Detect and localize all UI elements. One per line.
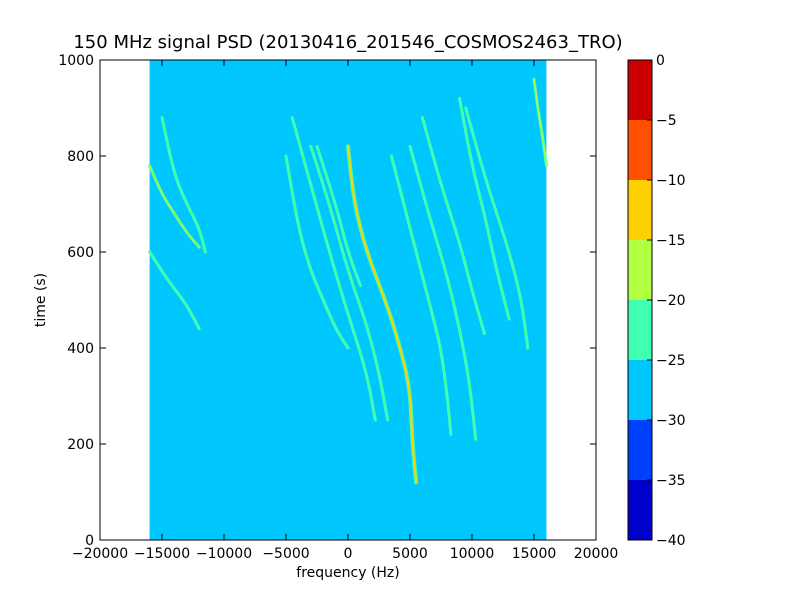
y-tick-label: 400: [67, 341, 94, 357]
colorbar: −40 −35 −30 −25 −20 −15 −10 −5 0: [627, 53, 686, 549]
signal-trace: [291, 116, 377, 421]
signal-trace: [161, 116, 207, 253]
colorbar-tick-label: −5: [656, 113, 677, 129]
x-tick-label: 5000: [392, 546, 428, 562]
signal-trace: [458, 97, 510, 320]
signal-trace: [409, 145, 477, 440]
x-axis-label: frequency (Hz): [296, 565, 399, 581]
x-tick-label: −15000: [134, 546, 190, 562]
signal-trace: [465, 107, 529, 349]
x-tick-label: −5000: [262, 546, 309, 562]
colorbar-segment: [628, 240, 652, 300]
y-tick-label: 1000: [58, 53, 94, 69]
signal-trace: [285, 155, 349, 349]
chart-title: 150 MHz signal PSD (20130416_201546_COSM…: [73, 32, 622, 53]
signal-trace: [310, 145, 389, 421]
y-axis-label: time (s): [33, 273, 49, 327]
x-tick-label: 10000: [450, 546, 495, 562]
colorbar-segment: [628, 120, 652, 180]
colorbar-tick-label: −30: [656, 413, 686, 429]
x-tick-label: 20000: [574, 546, 619, 562]
colorbar-segment: [628, 60, 652, 120]
signal-trace: [148, 164, 200, 248]
colorbar-segment: [628, 300, 652, 360]
y-tick-label: 600: [67, 245, 94, 261]
psd-background: [149, 60, 547, 540]
signal-trace: [148, 251, 200, 330]
colorbar-segment: [628, 420, 652, 480]
y-tick-label: 800: [67, 149, 94, 165]
y-tick-label: 0: [85, 533, 94, 549]
colorbar-tick-label: −40: [656, 533, 686, 549]
signal-trace: [316, 145, 362, 287]
colorbar-tick-label: 0: [656, 53, 665, 69]
signal-traces: [148, 77, 548, 485]
y-tick-label: 200: [67, 437, 94, 453]
colorbar-tick-label: −25: [656, 353, 686, 369]
x-axis: −20000 −15000 −10000 −5000 0 5000 10000 15000 20…: [72, 60, 618, 562]
colorbar-tick-label: −35: [656, 473, 686, 489]
signal-trace: [390, 155, 452, 436]
y-axis: 0 200 400 600 800 1000: [58, 53, 596, 549]
x-tick-label: −10000: [196, 546, 252, 562]
colorbar-tick-label: −20: [656, 293, 686, 309]
colorbar-segment: [628, 360, 652, 420]
colorbar-segment: [628, 180, 652, 240]
colorbar-tick-label: −15: [656, 233, 686, 249]
x-tick-label: −20000: [72, 546, 128, 562]
colorbar-segment: [628, 480, 652, 540]
x-tick-label: 15000: [512, 546, 557, 562]
x-tick-label: 0: [344, 546, 353, 562]
colorbar-tick-label: −10: [656, 173, 686, 189]
signal-trace: [421, 116, 486, 335]
plot-area: [149, 60, 547, 540]
signal-trace: [347, 145, 418, 484]
signal-trace: [533, 78, 548, 167]
